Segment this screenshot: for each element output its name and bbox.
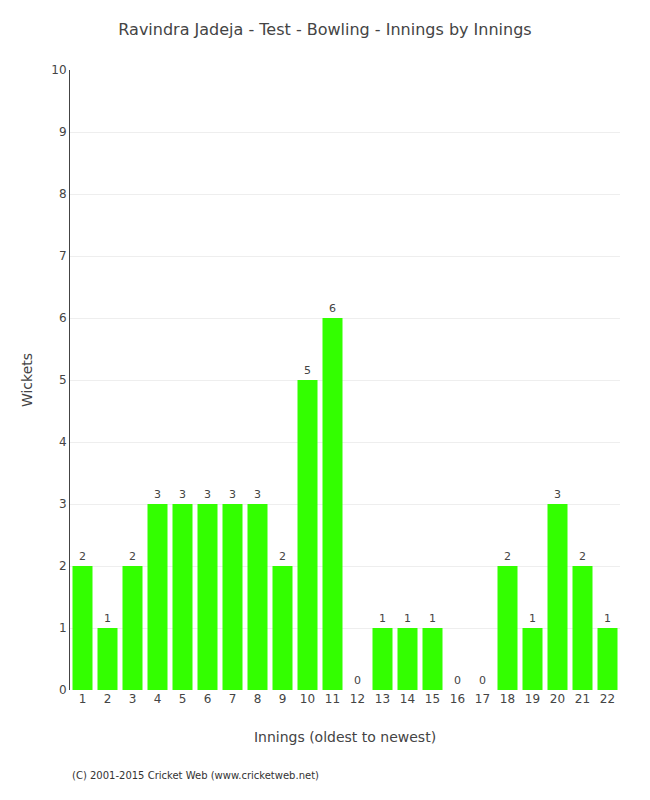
svg-text:8: 8: [59, 187, 67, 201]
svg-text:1: 1: [429, 612, 436, 625]
svg-text:20: 20: [550, 692, 565, 706]
svg-text:6: 6: [204, 692, 212, 706]
svg-text:Ravindra Jadeja - Test - Bowli: Ravindra Jadeja - Test - Bowling - Innin…: [118, 20, 531, 39]
svg-text:5: 5: [179, 692, 187, 706]
svg-text:6: 6: [59, 311, 67, 325]
svg-text:7: 7: [229, 692, 237, 706]
svg-text:16: 16: [450, 692, 465, 706]
svg-text:10: 10: [51, 63, 66, 77]
svg-text:11: 11: [325, 692, 340, 706]
svg-text:22: 22: [600, 692, 615, 706]
svg-text:0: 0: [59, 683, 67, 697]
svg-text:12: 12: [350, 692, 365, 706]
svg-text:2: 2: [104, 692, 112, 706]
svg-text:2: 2: [279, 550, 286, 563]
svg-text:0: 0: [354, 674, 361, 687]
svg-text:0: 0: [479, 674, 486, 687]
svg-text:9: 9: [59, 125, 67, 139]
svg-text:18: 18: [500, 692, 515, 706]
svg-text:1: 1: [59, 621, 67, 635]
svg-text:4: 4: [154, 692, 162, 706]
svg-text:3: 3: [154, 488, 161, 501]
svg-text:1: 1: [404, 612, 411, 625]
svg-text:1: 1: [104, 612, 111, 625]
svg-text:Wickets: Wickets: [19, 353, 35, 407]
svg-text:10: 10: [300, 692, 315, 706]
svg-text:2: 2: [579, 550, 586, 563]
svg-text:17: 17: [475, 692, 490, 706]
svg-text:1: 1: [529, 612, 536, 625]
svg-text:3: 3: [554, 488, 561, 501]
svg-text:21: 21: [575, 692, 590, 706]
svg-text:19: 19: [525, 692, 540, 706]
svg-text:5: 5: [304, 364, 311, 377]
svg-text:13: 13: [375, 692, 390, 706]
svg-text:2: 2: [59, 559, 67, 573]
svg-text:(C) 2001-2015 Cricket Web (www: (C) 2001-2015 Cricket Web (www.cricketwe…: [72, 770, 319, 781]
svg-text:9: 9: [279, 692, 287, 706]
svg-text:7: 7: [59, 249, 67, 263]
svg-text:3: 3: [179, 488, 186, 501]
svg-text:1: 1: [379, 612, 386, 625]
svg-text:2: 2: [129, 550, 136, 563]
svg-text:1: 1: [604, 612, 611, 625]
svg-text:5: 5: [59, 373, 67, 387]
svg-text:0: 0: [454, 674, 461, 687]
svg-text:4: 4: [59, 435, 67, 449]
svg-text:Innings (oldest to newest): Innings (oldest to newest): [254, 729, 436, 745]
svg-text:15: 15: [425, 692, 440, 706]
svg-text:8: 8: [254, 692, 262, 706]
svg-text:3: 3: [204, 488, 211, 501]
svg-text:3: 3: [229, 488, 236, 501]
svg-text:3: 3: [59, 497, 67, 511]
svg-text:6: 6: [329, 302, 336, 315]
svg-text:2: 2: [504, 550, 511, 563]
svg-text:2: 2: [79, 550, 86, 563]
svg-text:3: 3: [129, 692, 137, 706]
svg-text:14: 14: [400, 692, 415, 706]
svg-text:3: 3: [254, 488, 261, 501]
svg-text:1: 1: [79, 692, 87, 706]
